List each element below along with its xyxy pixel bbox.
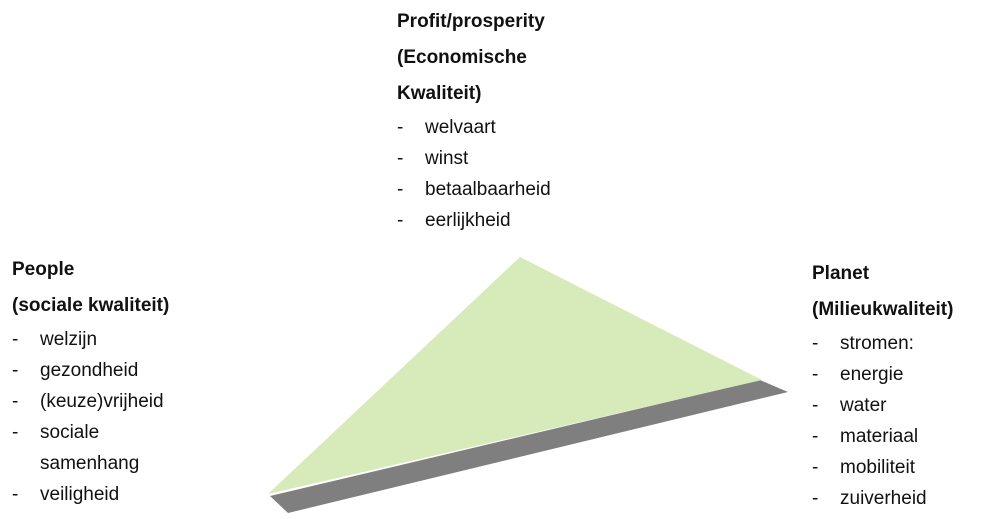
item-text: sociale samenhang [40, 422, 140, 474]
group-title: People [12, 259, 75, 280]
bullet-dash: - [397, 148, 404, 169]
list-item: - sociale samenhang [12, 417, 200, 479]
group-title: (Economische [397, 47, 527, 68]
list-item: - zuiverheid [812, 483, 1000, 514]
group-title: (Milieukwaliteit) [812, 299, 954, 320]
bullet-dash: - [12, 484, 19, 505]
group-title: Profit/prosperity [397, 11, 545, 32]
item-text: eerlijkheid [425, 210, 511, 231]
bullet-dash: - [397, 117, 404, 138]
planet-group: Planet (Milieukwaliteit) - stromen: - energie… [812, 256, 1000, 514]
list-item: - welvaart [397, 112, 585, 143]
item-text: welzijn [40, 329, 98, 350]
item-text: (keuze)vrijheid [40, 391, 164, 412]
item-text: zuiverheid [840, 488, 927, 509]
group-title: (sociale kwaliteit) [12, 295, 170, 316]
bullet-dash: - [12, 391, 19, 412]
group-title: Kwaliteit) [397, 83, 482, 104]
profit-group: Profit/prosperity (Economische Kwaliteit) -… [397, 4, 585, 236]
bullet-dash: - [812, 364, 819, 385]
group-title: Planet [812, 263, 870, 284]
list-item: - water [812, 390, 1000, 421]
list-item: - (keuze)vrijheid [12, 386, 200, 417]
bullet-dash: - [812, 488, 819, 509]
list-item: - energie [812, 359, 1000, 390]
bullet-dash: - [812, 457, 819, 478]
bullet-dash: - [812, 426, 819, 447]
item-text: welvaart [425, 117, 496, 138]
list-item: - welzijn [12, 324, 200, 355]
bullet-dash: - [397, 210, 404, 231]
item-text: mobiliteit [840, 457, 915, 478]
list-item: - materiaal [812, 421, 1000, 452]
list-item: - betaalbaarheid [397, 174, 585, 205]
bullet-dash: - [12, 422, 19, 443]
bullet-dash: - [397, 179, 404, 200]
item-text: energie [840, 364, 904, 385]
list-item: - gezondheid [12, 355, 200, 386]
list-item: - stromen: [812, 328, 1000, 359]
triangle [268, 257, 762, 494]
bullet-dash: - [12, 329, 19, 350]
item-text: betaalbaarheid [425, 179, 551, 200]
list-item: - veiligheid [12, 479, 200, 510]
list-item: - eerlijkheid [397, 205, 585, 236]
triangle-shadow [270, 380, 788, 513]
item-text: materiaal [840, 426, 919, 447]
bullet-dash: - [12, 360, 19, 381]
item-text: winst [425, 148, 469, 169]
item-text: veiligheid [40, 484, 120, 505]
people-group: People (sociale kwaliteit) - welzijn - gezond… [12, 252, 200, 510]
bullet-dash: - [812, 333, 819, 354]
item-text: water [840, 395, 887, 416]
bullet-dash: - [812, 395, 819, 416]
list-item: - winst [397, 143, 585, 174]
list-item: - mobiliteit [812, 452, 1000, 483]
item-text: stromen: [840, 333, 914, 354]
item-text: gezondheid [40, 360, 139, 381]
